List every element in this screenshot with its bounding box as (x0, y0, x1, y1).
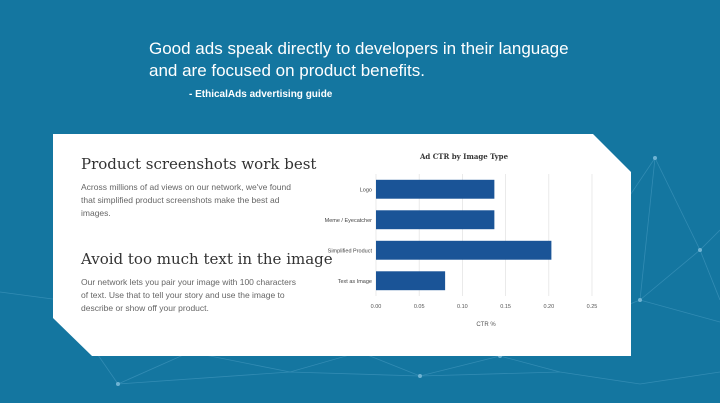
category-label-3: Text as Image (338, 279, 372, 285)
category-label-1: Meme / Eyecatcher (325, 218, 373, 224)
ctr-bar-chart: Ad CTR by Image Type CTR % 0.00 0.05 0.10 0… (325, 152, 598, 328)
quote-attribution: - EthicalAds advertising guide (189, 89, 333, 100)
chart-title: Ad CTR by Image Type (419, 152, 509, 161)
bar-1 (376, 210, 495, 230)
category-label-2: Simplified Product (328, 248, 373, 254)
quote-text: Good ads speak directly to developers in… (149, 39, 569, 80)
section-body-screenshots: Across millions of ad views on our netwo… (81, 182, 291, 218)
bar-0 (376, 179, 495, 199)
chart-x-axis-label: CTR % (476, 322, 496, 328)
x-tick-label-2: 0.10 (457, 304, 468, 310)
section-heading-text: Avoid too much text in the image (81, 250, 333, 268)
section-body-text: Our network lets you pair your image wit… (81, 277, 296, 313)
x-tick-label-5: 0.25 (587, 304, 598, 310)
bar-2 (376, 240, 552, 260)
category-label-0: Logo (360, 187, 372, 193)
x-tick-label-4: 0.20 (543, 304, 554, 310)
x-tick-label-1: 0.05 (414, 304, 425, 310)
section-heading-screenshots: Product screenshots work best (81, 155, 317, 173)
x-tick-label-0: 0.00 (371, 304, 382, 310)
bar-3 (376, 271, 446, 291)
x-tick-label-3: 0.15 (500, 304, 511, 310)
